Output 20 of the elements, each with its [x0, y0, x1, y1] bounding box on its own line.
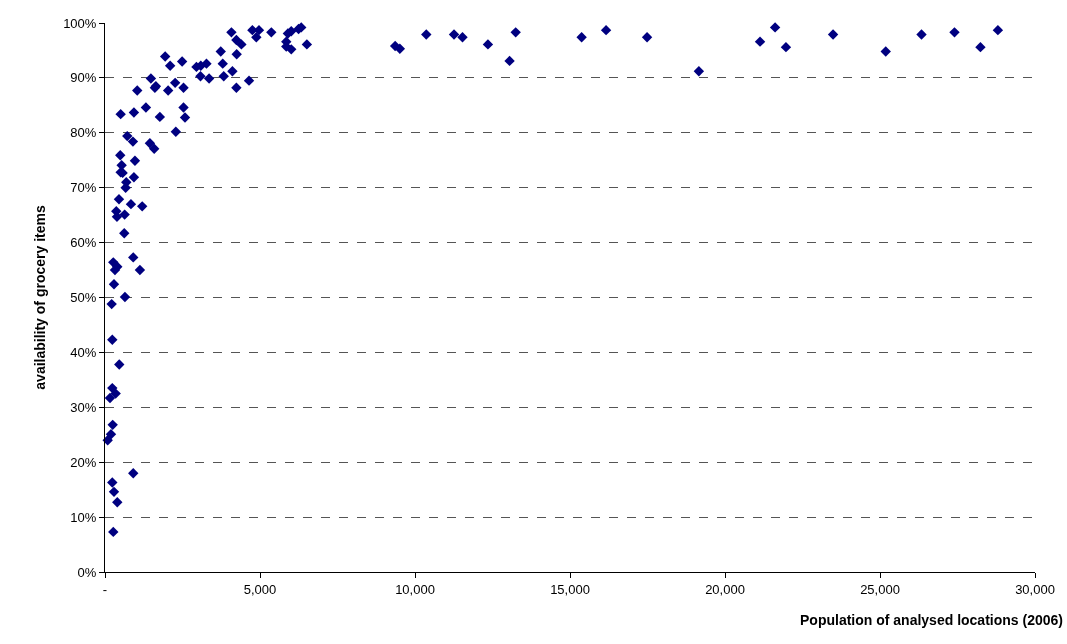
y-tick-label: 80% — [70, 125, 97, 141]
y-tick-label: 50% — [70, 290, 97, 306]
y-tick-label: 100% — [63, 15, 97, 31]
y-tick-label: 70% — [70, 180, 97, 196]
y-tick-label: 30% — [70, 399, 97, 415]
x-tick-label: 10,000 — [395, 581, 435, 597]
y-tick-label: 20% — [70, 454, 97, 470]
y-axis-title: availability of grocery items — [31, 205, 48, 390]
x-axis-title: Population of analysed locations (2006) — [800, 612, 1063, 628]
y-tick-label: 90% — [70, 70, 97, 86]
x-tick-label: 15,000 — [550, 581, 590, 597]
y-tick-label: 40% — [70, 344, 97, 360]
y-tick-label: 60% — [70, 235, 97, 251]
x-tick-label: 5,000 — [243, 581, 277, 597]
x-tick-label: - — [102, 581, 108, 597]
x-tick-label: 25,000 — [860, 581, 900, 597]
y-tick-label: 10% — [70, 509, 97, 525]
x-tick-label: 20,000 — [705, 581, 745, 597]
y-tick-label: 0% — [77, 564, 97, 580]
x-tick-label: 30,000 — [1015, 581, 1055, 597]
